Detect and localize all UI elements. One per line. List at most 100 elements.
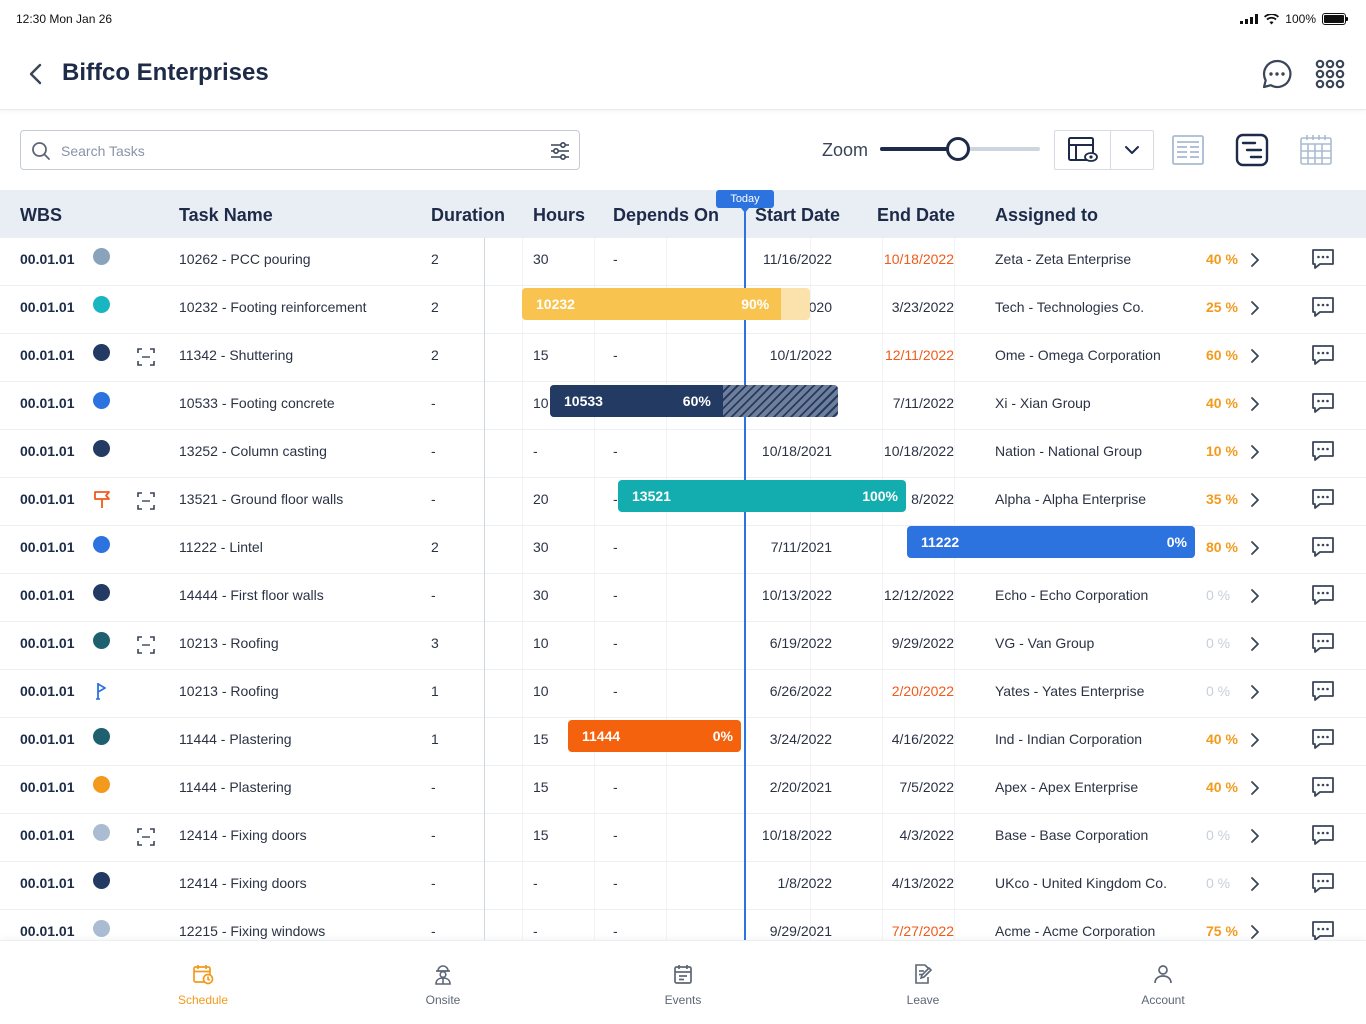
comment-icon[interactable] [1310, 583, 1336, 612]
table-row[interactable]: 00.01.01 10213 - Roofing 1 10 - 6/26/2022 2/20… [0, 670, 1366, 718]
duration-cell: 1 [431, 683, 439, 699]
page-title: Biffco Enterprises [62, 59, 269, 86]
chevron-right-icon[interactable] [1250, 444, 1260, 465]
calendar-grid-view-icon[interactable] [1298, 132, 1334, 168]
table-view-button[interactable] [1055, 131, 1110, 169]
chevron-right-icon[interactable] [1250, 348, 1260, 369]
depends-on-cell: - [613, 635, 618, 651]
bracket-icon[interactable] [136, 347, 156, 367]
comment-icon[interactable] [1310, 535, 1336, 564]
task-table-body: 00.01.01 10262 - PCC pouring 2 30 - 11/16/202… [0, 238, 1366, 940]
bracket-icon[interactable] [136, 635, 156, 655]
comment-icon[interactable] [1310, 919, 1336, 940]
comment-icon[interactable] [1310, 391, 1336, 420]
col-task-name[interactable]: Task Name [179, 205, 273, 225]
back-chevron-icon[interactable] [24, 60, 48, 88]
table-row[interactable]: 00.01.01 11444 - Plastering - 15 - 2/20/2021 7… [0, 766, 1366, 814]
bracket-icon[interactable] [136, 491, 156, 511]
gantt-bar-percent: 0% [1166, 534, 1187, 550]
col-hours[interactable]: Hours [533, 205, 586, 225]
table-row[interactable]: 00.01.01 10213 - Roofing 3 10 - 6/19/2022 9/29… [0, 622, 1366, 670]
table-row[interactable]: 00.01.01 10232 - Footing reinforcement 2 02… [0, 286, 1366, 334]
chevron-right-icon[interactable] [1250, 540, 1260, 561]
chevron-right-icon[interactable] [1250, 252, 1260, 273]
comment-icon[interactable] [1310, 247, 1336, 276]
chevron-right-icon[interactable] [1250, 924, 1260, 940]
col-duration[interactable]: Duration [431, 205, 505, 225]
progress-percent: 35 % [1206, 491, 1238, 507]
list-view-icon[interactable] [1170, 132, 1206, 168]
depends-on-cell: - [613, 539, 618, 555]
table-row[interactable]: 00.01.01 11444 - Plastering 1 15 3/24/2022 4/… [0, 718, 1366, 766]
chevron-right-icon[interactable] [1250, 492, 1260, 513]
bracket-icon[interactable] [136, 827, 156, 847]
duration-cell: - [431, 443, 436, 459]
nav-item-schedule[interactable]: Schedule [143, 963, 263, 1007]
nav-item-leave[interactable]: Leave [863, 963, 983, 1007]
table-row[interactable]: 00.01.01 12215 - Fixing windows - - - 9/29/20… [0, 910, 1366, 940]
bottom-navigation: Schedule Onsite Events Leave Account [0, 940, 1366, 1024]
table-row[interactable]: 00.01.01 14444 - First floor walls - 30 - 10/… [0, 574, 1366, 622]
chevron-right-icon[interactable] [1250, 300, 1260, 321]
search-input[interactable]: Search Tasks [20, 130, 580, 170]
comment-icon[interactable] [1310, 295, 1336, 324]
gantt-split-divider[interactable] [484, 238, 485, 940]
comment-icon[interactable] [1310, 439, 1336, 468]
apps-grid-icon[interactable] [1313, 57, 1347, 91]
col-wbs[interactable]: WBS [20, 205, 62, 225]
task-name-cell: 12215 - Fixing windows [179, 923, 326, 939]
table-row[interactable]: 00.01.01 12414 - Fixing doors - - - 1/8/2022 4… [0, 862, 1366, 910]
chevron-right-icon[interactable] [1250, 588, 1260, 609]
col-assigned-to[interactable]: Assigned to [995, 205, 1099, 225]
table-row[interactable]: 00.01.01 10262 - PCC pouring 2 30 - 11/16/202… [0, 238, 1366, 286]
comment-icon[interactable] [1310, 727, 1336, 756]
gantt-bar[interactable]: 10232 90% [522, 288, 810, 320]
chevron-right-icon[interactable] [1250, 396, 1260, 417]
comment-icon[interactable] [1310, 487, 1336, 516]
table-row[interactable]: 00.01.01 10533 - Footing concrete - 10 7/11/… [0, 382, 1366, 430]
status-dot [93, 584, 110, 601]
zoom-slider[interactable] [880, 137, 1040, 161]
hours-cell: 15 [533, 779, 549, 795]
gantt-view-icon[interactable] [1234, 132, 1270, 168]
gantt-bar[interactable]: 13521 100% [618, 480, 906, 512]
nav-item-events[interactable]: Events [623, 963, 743, 1007]
chevron-right-icon[interactable] [1250, 636, 1260, 657]
zoom-slider-handle[interactable] [946, 137, 970, 161]
chevron-right-icon[interactable] [1250, 876, 1260, 897]
comment-icon[interactable] [1310, 871, 1336, 900]
chevron-right-icon[interactable] [1250, 684, 1260, 705]
duration-cell: 2 [431, 251, 439, 267]
nav-item-account[interactable]: Account [1103, 963, 1223, 1007]
gantt-bar[interactable]: 11222 0% [907, 526, 1195, 558]
start-date-cell: 11/16/2022 [762, 251, 832, 267]
depends-on-cell: - [613, 443, 618, 459]
comment-icon[interactable] [1310, 679, 1336, 708]
chevron-right-icon[interactable] [1250, 828, 1260, 849]
table-row[interactable]: 00.01.01 12414 - Fixing doors - 15 - 10/18/20… [0, 814, 1366, 862]
view-dropdown-toggle[interactable] [1110, 131, 1153, 169]
col-start-date[interactable]: Start Date [755, 205, 841, 225]
gantt-bar[interactable]: 10533 60% [550, 385, 838, 417]
gantt-bar[interactable]: 11444 0% [568, 720, 741, 752]
col-depends-on[interactable]: Depends On [613, 205, 720, 225]
table-row[interactable]: 00.01.01 13252 - Column casting - - - 10/18/2… [0, 430, 1366, 478]
gantt-gridline [810, 238, 811, 940]
col-end-date[interactable]: End Date [877, 205, 956, 225]
comment-icon[interactable] [1310, 775, 1336, 804]
nav-item-onsite[interactable]: Onsite [383, 963, 503, 1007]
view-options-dropdown[interactable] [1054, 130, 1154, 170]
duration-cell: 1 [431, 731, 439, 747]
table-row[interactable]: 00.01.01 11342 - Shuttering 2 15 - 10/1/2022 1… [0, 334, 1366, 382]
filter-sliders-icon[interactable] [549, 140, 571, 162]
comment-icon[interactable] [1310, 823, 1336, 852]
comment-icon[interactable] [1310, 343, 1336, 372]
chevron-right-icon[interactable] [1250, 732, 1260, 753]
depends-on-cell: - [613, 923, 618, 939]
chevron-right-icon[interactable] [1250, 780, 1260, 801]
chat-icon[interactable] [1260, 57, 1294, 91]
table-row[interactable]: 00.01.01 13521 - Ground floor walls - 20 - 8/… [0, 478, 1366, 526]
comment-icon[interactable] [1310, 631, 1336, 660]
duration-cell: - [431, 395, 436, 411]
